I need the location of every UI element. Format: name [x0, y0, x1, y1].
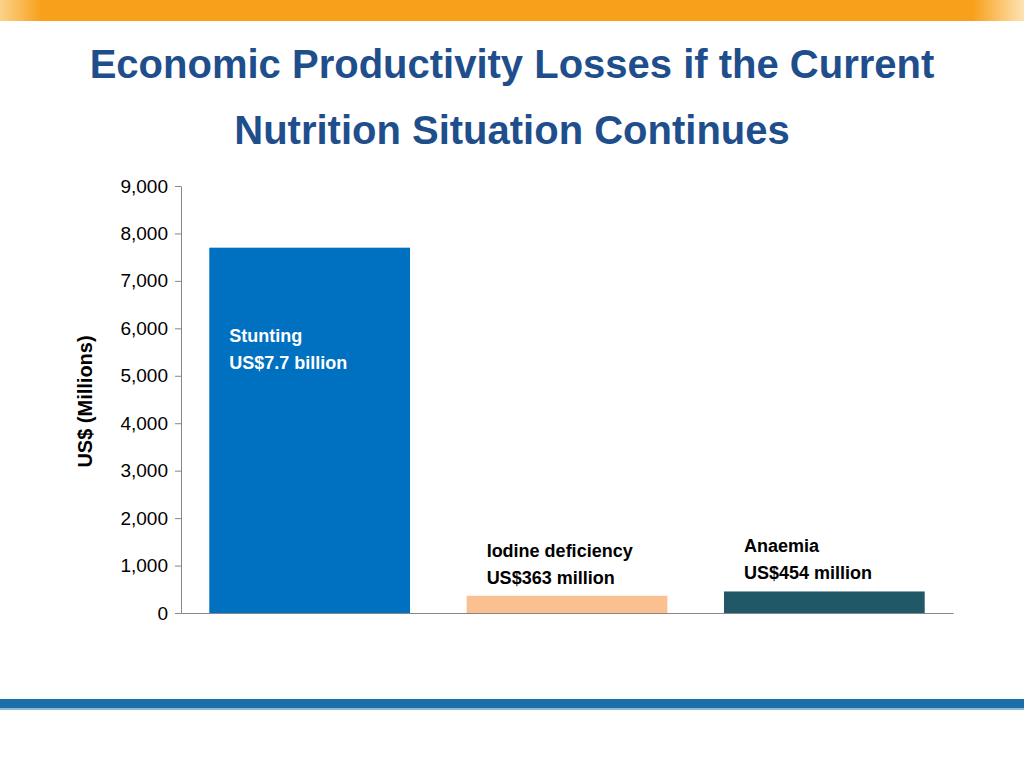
y-tick-mark [175, 518, 181, 519]
data-label: US$363 million [487, 568, 615, 588]
y-tick: 1,000 [120, 555, 181, 576]
y-tick-label: 7,000 [120, 270, 168, 291]
x-axis-line [182, 613, 954, 614]
data-labels: Stunting US$7.7 billion Iodine deficiency U… [229, 326, 872, 588]
y-tick-mark [175, 281, 181, 282]
y-tick: 8,000 [120, 223, 181, 244]
y-tick-label: 6,000 [120, 318, 168, 339]
data-label: US$454 million [744, 563, 872, 583]
y-tick-mark [175, 376, 181, 377]
y-tick: 9,000 [120, 176, 181, 197]
y-tick: 4,000 [120, 413, 181, 434]
bottom-band [0, 699, 1024, 708]
y-tick: 2,000 [120, 508, 181, 529]
y-tick-mark [175, 423, 181, 424]
y-tick: 0 [157, 603, 181, 624]
y-tick-mark [175, 233, 181, 234]
y-tick: 5,000 [120, 365, 181, 386]
y-tick-mark [175, 566, 181, 567]
category-label: Anaemia [744, 536, 820, 556]
y-tick-mark [175, 471, 181, 472]
y-tick-label: 3,000 [120, 460, 168, 481]
y-tick: 7,000 [120, 270, 181, 291]
y-axis: 0 1,000 2,000 3,000 4,000 5,000 6,000 7,000 8,00… [120, 176, 181, 624]
bottom-band-light [0, 708, 1024, 710]
bar [724, 591, 925, 613]
category-label: Iodine deficiency [487, 541, 633, 561]
y-tick-mark [175, 328, 181, 329]
bars [209, 248, 924, 613]
y-tick-label: 1,000 [120, 555, 168, 576]
y-tick: 6,000 [120, 318, 181, 339]
y-tick-mark [175, 613, 181, 614]
y-tick-label: 2,000 [120, 508, 168, 529]
y-axis-line [181, 187, 182, 614]
y-tick-mark [175, 186, 181, 187]
chart: Economic Productivity Losses if the Curr… [0, 0, 1024, 768]
x-axis [182, 613, 954, 614]
y-tick-label: 5,000 [120, 365, 168, 386]
bar [209, 248, 410, 613]
y-tick-label: 4,000 [120, 413, 168, 434]
category-label: Stunting [229, 326, 302, 346]
title: Economic Productivity Losses if the Curr… [90, 42, 935, 152]
y-axis-title: US$ (Millions) [74, 335, 96, 467]
bar [467, 596, 668, 613]
y-tick-label: 9,000 [120, 176, 168, 197]
y-tick: 3,000 [120, 460, 181, 481]
top-band [0, 0, 1024, 21]
y-tick-label: 0 [157, 603, 168, 624]
data-label: US$7.7 billion [229, 353, 347, 373]
y-tick-label: 8,000 [120, 223, 168, 244]
